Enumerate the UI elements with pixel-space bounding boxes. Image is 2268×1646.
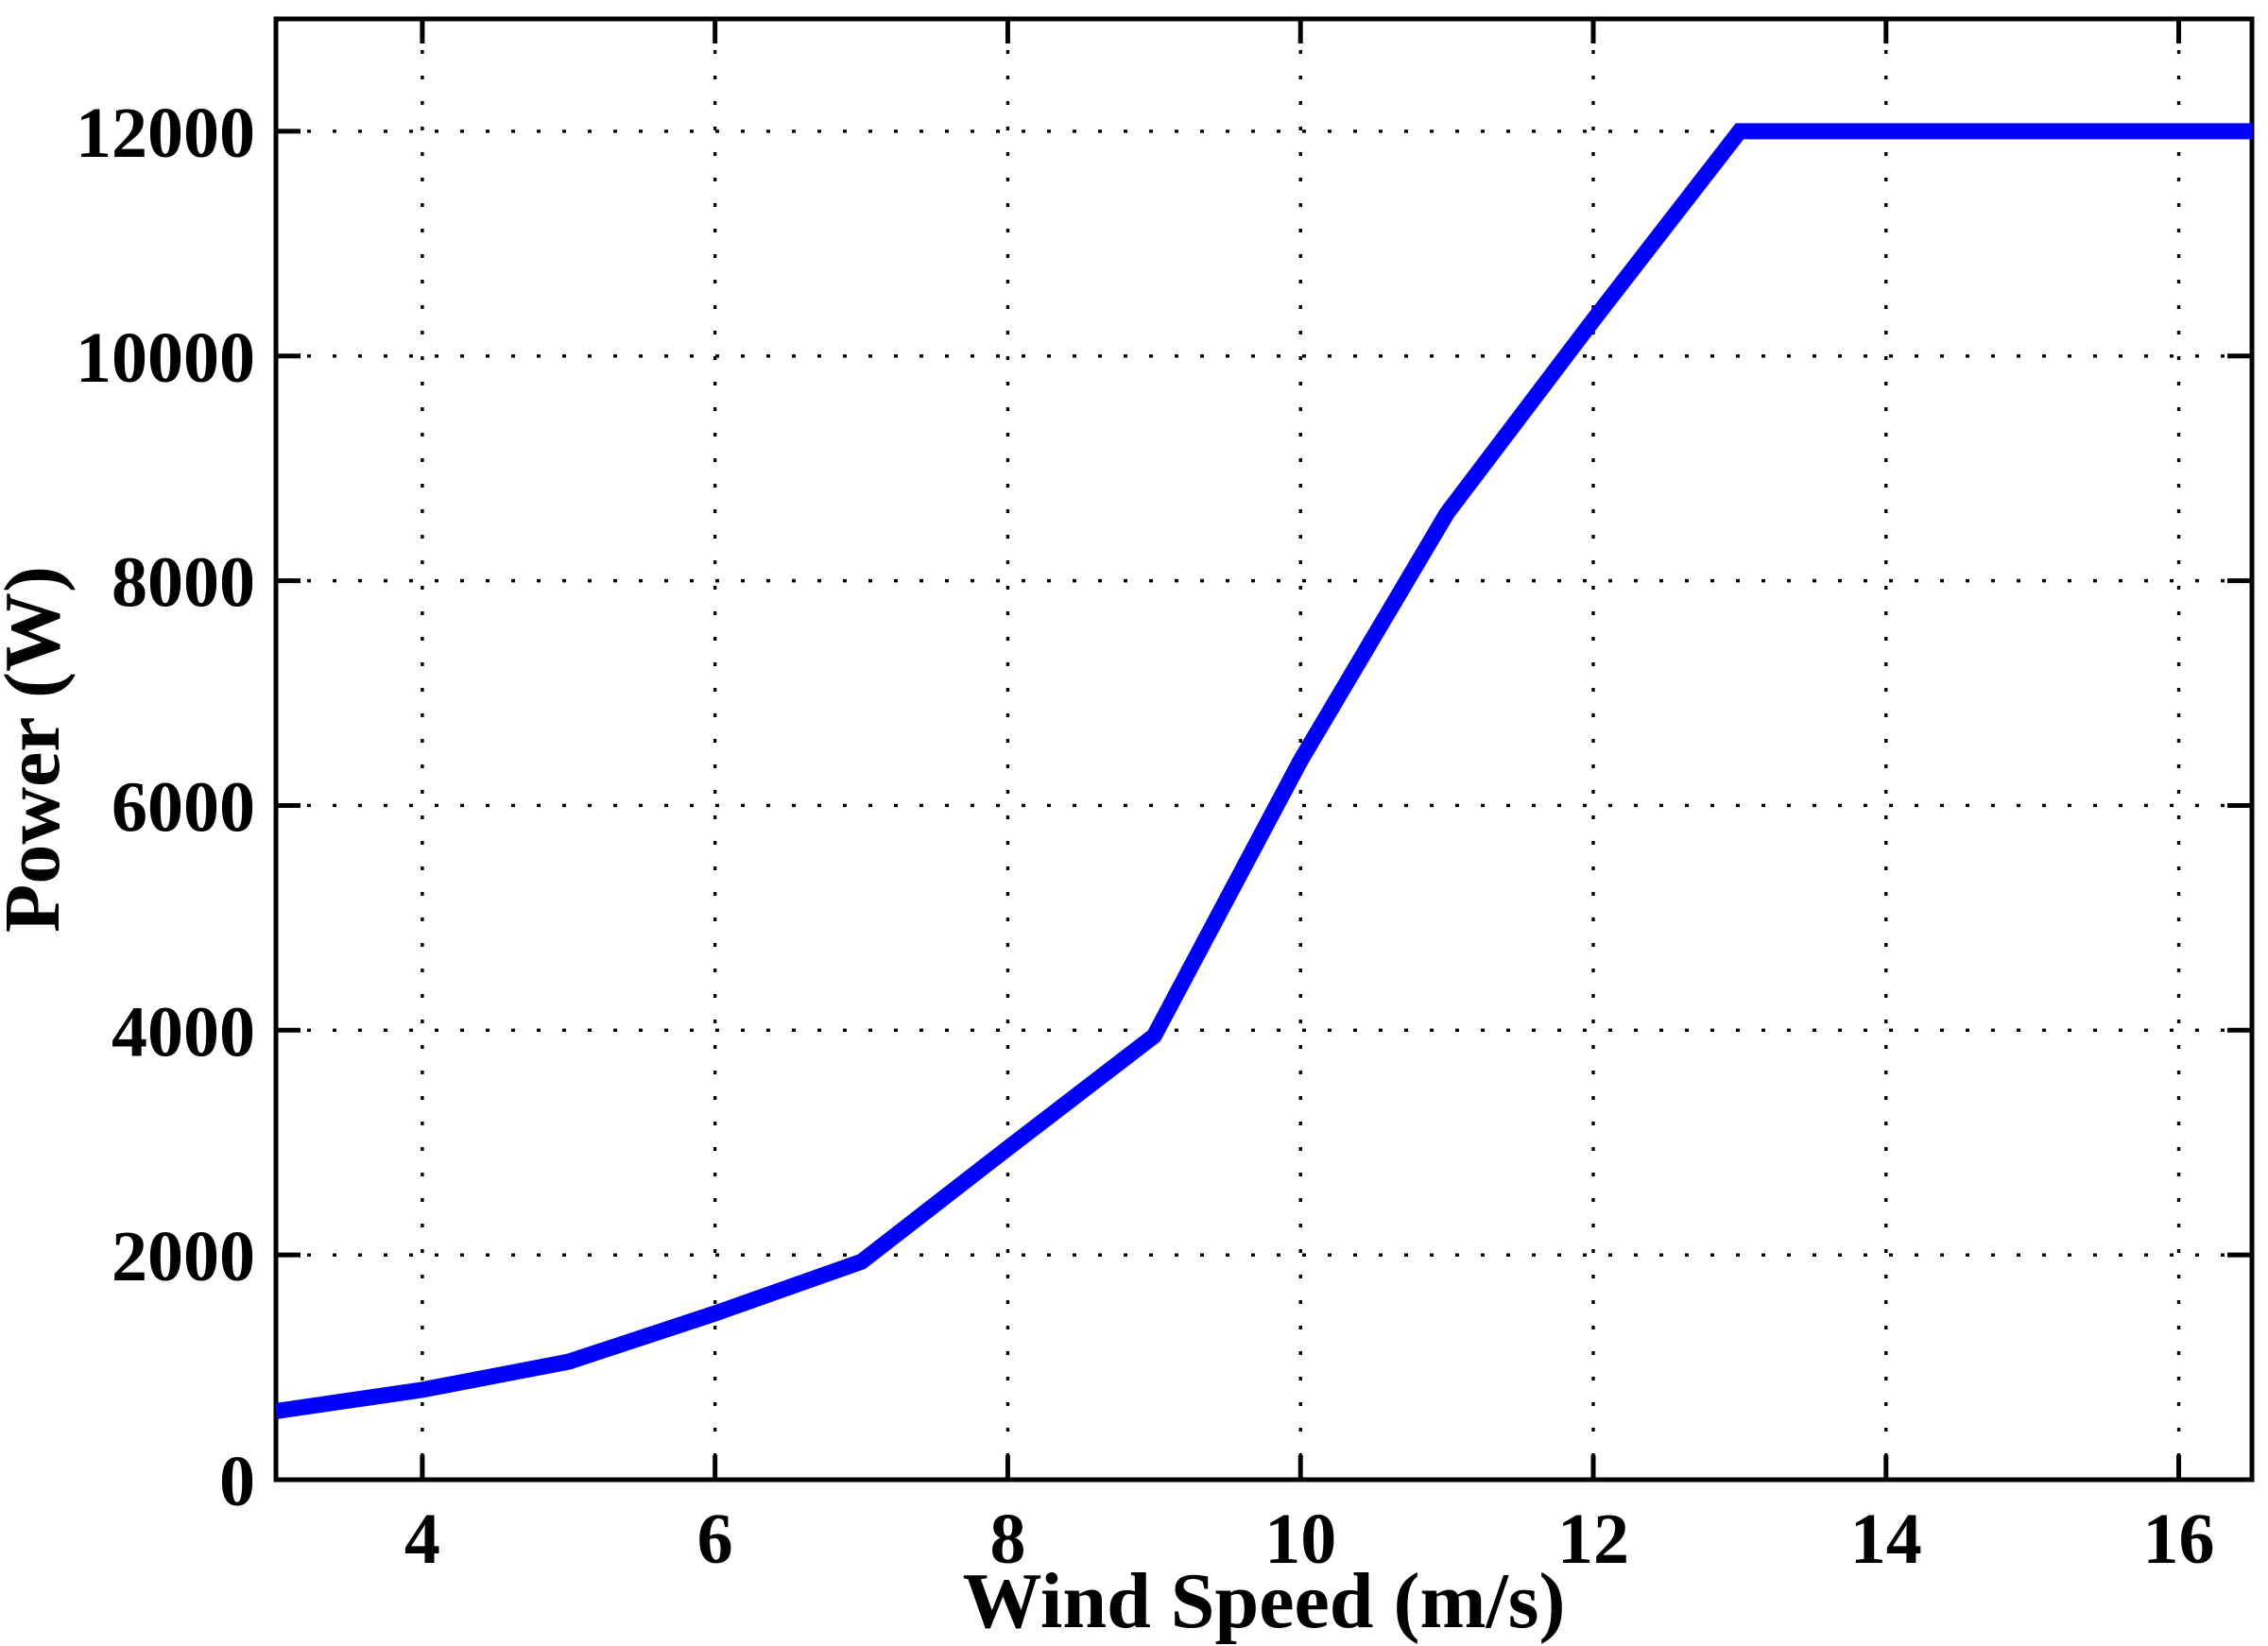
tick-layer [276,19,2252,1483]
x-tick-label: 10 [1264,1500,1336,1579]
plot-frame [273,16,2255,1483]
x-tick-label: 6 [697,1500,733,1579]
grid-layer [282,25,2248,1476]
x-tick-label: 12 [1557,1500,1629,1579]
y-tick-label: 10000 [76,318,255,398]
series-layer [276,123,2252,1419]
y-tick-label: 0 [219,1442,255,1521]
x-tick-label: 14 [1850,1500,1922,1579]
x-tick-label: 16 [2143,1500,2215,1579]
y-tick-label: 8000 [112,543,255,623]
tick-label-layer: 4 6 8 10 12 14 16 0 2000 4000 6000 8000 10000 12000 [76,94,2215,1579]
x-axis-label: Wind Speed (m/s) [963,1557,1566,1645]
y-tick-label: 6000 [112,767,255,847]
y-axis-label: Power (W) [0,566,77,933]
x-tick-label: 4 [404,1500,440,1579]
x-tick-label: 8 [989,1500,1025,1579]
y-tick-label: 2000 [112,1217,255,1296]
y-tick-label: 4000 [112,992,255,1072]
y-tick-label: 12000 [76,94,255,173]
power-curve-line [276,123,2252,1419]
